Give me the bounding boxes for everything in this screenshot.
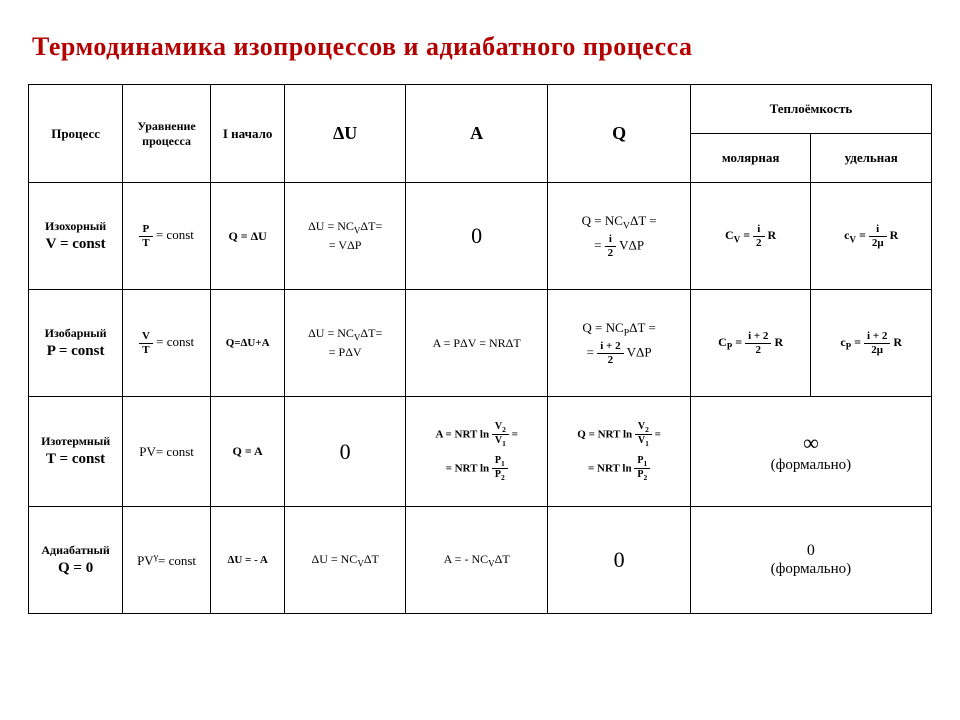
cell-equation: PVγ= const: [123, 507, 211, 614]
cell-du: ΔU = NCVΔT: [285, 507, 406, 614]
hdr-specific: удельная: [811, 134, 932, 183]
cell-a: A = NRT ln V2 V1 = = NRT ln P1 P2: [405, 397, 547, 507]
cell-first-law: ΔU = - A: [210, 507, 285, 614]
row-isothermal: Изотермный T = const PV= const Q = A 0 A…: [29, 397, 932, 507]
cell-c-molar: CV = i 2 R: [690, 183, 811, 290]
cell-equation: P T = const: [123, 183, 211, 290]
cell-equation: PV= const: [123, 397, 211, 507]
cell-equation: V T = const: [123, 290, 211, 397]
cell-process: Адиабатный Q = 0: [29, 507, 123, 614]
thermo-table: Процесс Уравнение процесса I начало ΔU A…: [28, 84, 932, 614]
cell-du: 0: [285, 397, 406, 507]
cell-q: Q = NCPΔT = = i + 2 2 VΔP: [548, 290, 690, 397]
cell-process: Изохорный V = const: [29, 183, 123, 290]
cell-c-specific: cV = i 2μ R: [811, 183, 932, 290]
row-isochoric: Изохорный V = const P T = const Q = ΔU Δ…: [29, 183, 932, 290]
hdr-equation: Уравнение процесса: [123, 85, 211, 183]
cell-q: 0: [548, 507, 690, 614]
cell-heat-capacity: ∞ (формально): [690, 397, 931, 507]
cell-a: A = - NCVΔT: [405, 507, 547, 614]
cell-heat-capacity: 0 (формально): [690, 507, 931, 614]
cell-q: Q = NRT ln V2 V1 = = NRT ln P1 P2: [548, 397, 690, 507]
cell-c-specific: cP = i + 2 2μ R: [811, 290, 932, 397]
row-adiabatic: Адиабатный Q = 0 PVγ= const ΔU = - A ΔU …: [29, 507, 932, 614]
cell-c-molar: CP = i + 2 2 R: [690, 290, 811, 397]
hdr-q: Q: [548, 85, 690, 183]
cell-a: A = PΔV = NRΔT: [405, 290, 547, 397]
hdr-a: A: [405, 85, 547, 183]
hdr-molar: молярная: [690, 134, 811, 183]
hdr-process: Процесс: [29, 85, 123, 183]
cell-first-law: Q = ΔU: [210, 183, 285, 290]
page-title: Термодинамика изопроцессов и адиабатного…: [32, 32, 932, 62]
cell-process: Изотермный T = const: [29, 397, 123, 507]
cell-q: Q = NCVΔT = = i 2 VΔP: [548, 183, 690, 290]
cell-du: ΔU = NCVΔT= = VΔP: [285, 183, 406, 290]
row-isobaric: Изобарный P = const V T = const Q=ΔU+A Δ…: [29, 290, 932, 397]
cell-first-law: Q = A: [210, 397, 285, 507]
cell-du: ΔU = NCVΔT= = PΔV: [285, 290, 406, 397]
hdr-first-law: I начало: [210, 85, 285, 183]
cell-process: Изобарный P = const: [29, 290, 123, 397]
hdr-du: ΔU: [285, 85, 406, 183]
cell-a: 0: [405, 183, 547, 290]
hdr-heat-capacity: Теплоёмкость: [690, 85, 931, 134]
cell-first-law: Q=ΔU+A: [210, 290, 285, 397]
